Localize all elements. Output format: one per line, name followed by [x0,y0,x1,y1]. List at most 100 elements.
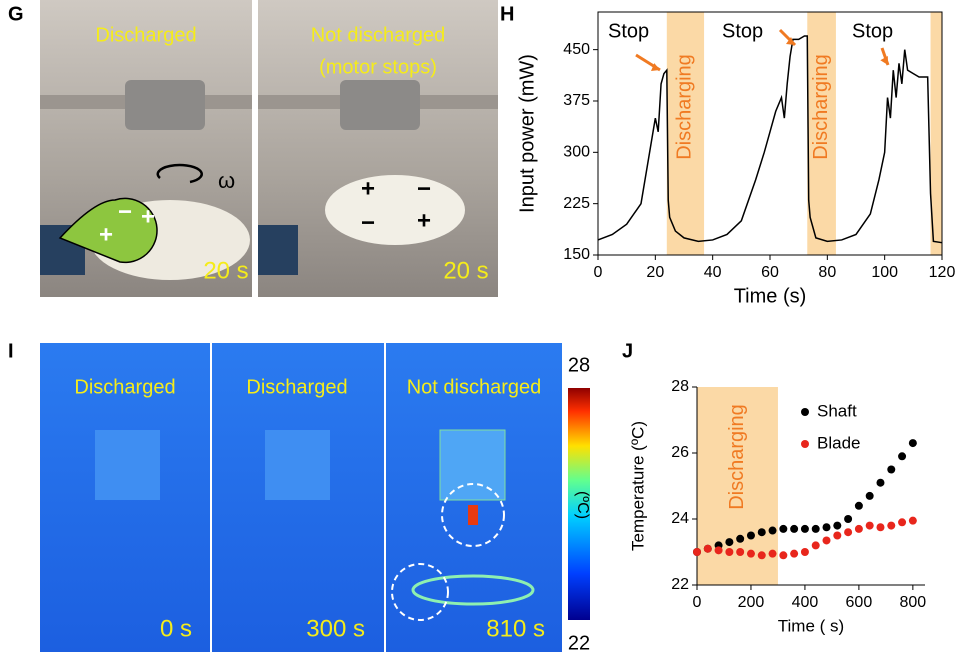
x-axis-label: Time (s) [734,285,807,307]
data-point [693,548,701,556]
data-point [898,452,907,461]
data-point [898,518,907,527]
colorbar-unit: (ºC) [574,491,591,519]
data-line [597,35,943,244]
panel-label: H [500,3,514,25]
data-point [779,551,788,560]
charge-sign: + [99,221,113,248]
x-axis-label: Time ( s) [778,616,844,635]
legend-marker [801,440,809,448]
charge-bubble [58,197,158,264]
data-point [844,528,853,537]
span-label: Discharging [726,404,748,510]
charge-sign: + [361,175,375,202]
data-point [811,541,820,550]
panel-label: J [622,340,633,362]
highlight-circle [391,563,449,621]
span-label: Discharging [674,54,696,160]
data-point [746,549,755,558]
x-tick-label: 40 [704,264,722,281]
motor-outline [439,429,506,501]
data-point [736,548,745,556]
data-point [757,528,766,537]
charge-sign: + [141,203,155,230]
y-axis-label: Input power (mW) [516,54,538,213]
data-point [768,526,777,535]
x-tick-label: 0 [594,264,603,281]
photo-time: 20 s [443,257,488,284]
x-tick-label: 60 [761,264,779,281]
data-point [887,521,896,530]
data-point [736,534,745,543]
x-tick-label: 80 [818,264,836,281]
photo-g [40,0,498,297]
charge-sign: − [361,209,375,236]
stop-label: Stop [608,20,649,42]
data-point [800,524,809,533]
y-tick-label: 300 [563,144,590,161]
data-point [822,536,831,545]
data-point [854,501,863,510]
legend-label: Shaft [817,401,857,420]
photo-i [40,343,590,652]
photo-time: 300 s [306,615,365,642]
photo-caption: Not discharged [311,24,446,46]
x-tick-label: 20 [646,264,664,281]
y-tick-label: 24 [671,510,689,527]
y-tick-label: 28 [671,378,689,395]
panel-label: G [8,3,24,25]
y-axis-label: Temperature (ºC) [628,421,647,551]
charge-sign: − [118,198,132,225]
shaded-span [930,12,942,255]
data-point [725,548,734,556]
x-tick-label: 120 [929,264,956,281]
stop-arrowhead [880,56,888,65]
motor [340,80,420,130]
legend-label: Blade [817,433,860,452]
colorbar [568,388,590,620]
shaded-span [666,12,705,255]
photo-caption: Not discharged [407,376,542,398]
data-point [714,546,723,555]
data-point [811,524,820,533]
data-point [865,491,874,500]
data-point [725,538,734,547]
photo-time: 20 s [203,257,248,284]
colorbar-label: 22 [568,632,590,654]
data-point [833,521,842,530]
charge-sign: − [417,175,431,202]
data-point [854,524,863,533]
y-tick-label: 26 [671,444,689,461]
highlight-circle [441,483,505,547]
data-point [746,531,755,540]
data-point [768,549,777,558]
y-tick-label: 225 [563,195,590,212]
data-point [865,521,874,530]
photo-caption: Discharged [95,24,196,46]
stop-arrowhead [786,37,795,45]
motor-outline [95,430,160,500]
data-point [790,549,799,558]
panel-label: I [8,340,14,362]
charge-sign: + [417,207,431,234]
y-tick-label: 150 [563,246,590,263]
data-point [908,516,917,525]
x-tick-label: 100 [871,264,898,281]
data-point [887,465,896,474]
motor [125,80,205,130]
rotation-arrow [156,163,203,184]
colorbar-label: 28 [568,354,590,376]
photo-caption: (motor stops) [319,56,437,78]
data-point [876,478,885,487]
data-point [876,523,885,532]
photo-caption: Discharged [74,376,175,398]
gun [258,225,298,275]
span-label: Discharging [810,54,832,160]
stop-label: Stop [722,20,763,42]
photo-time: 0 s [160,615,192,642]
x-tick-label: 400 [792,594,819,611]
data-point [790,524,799,533]
y-tick-label: 375 [563,92,590,109]
stop-arrowhead [651,63,660,72]
